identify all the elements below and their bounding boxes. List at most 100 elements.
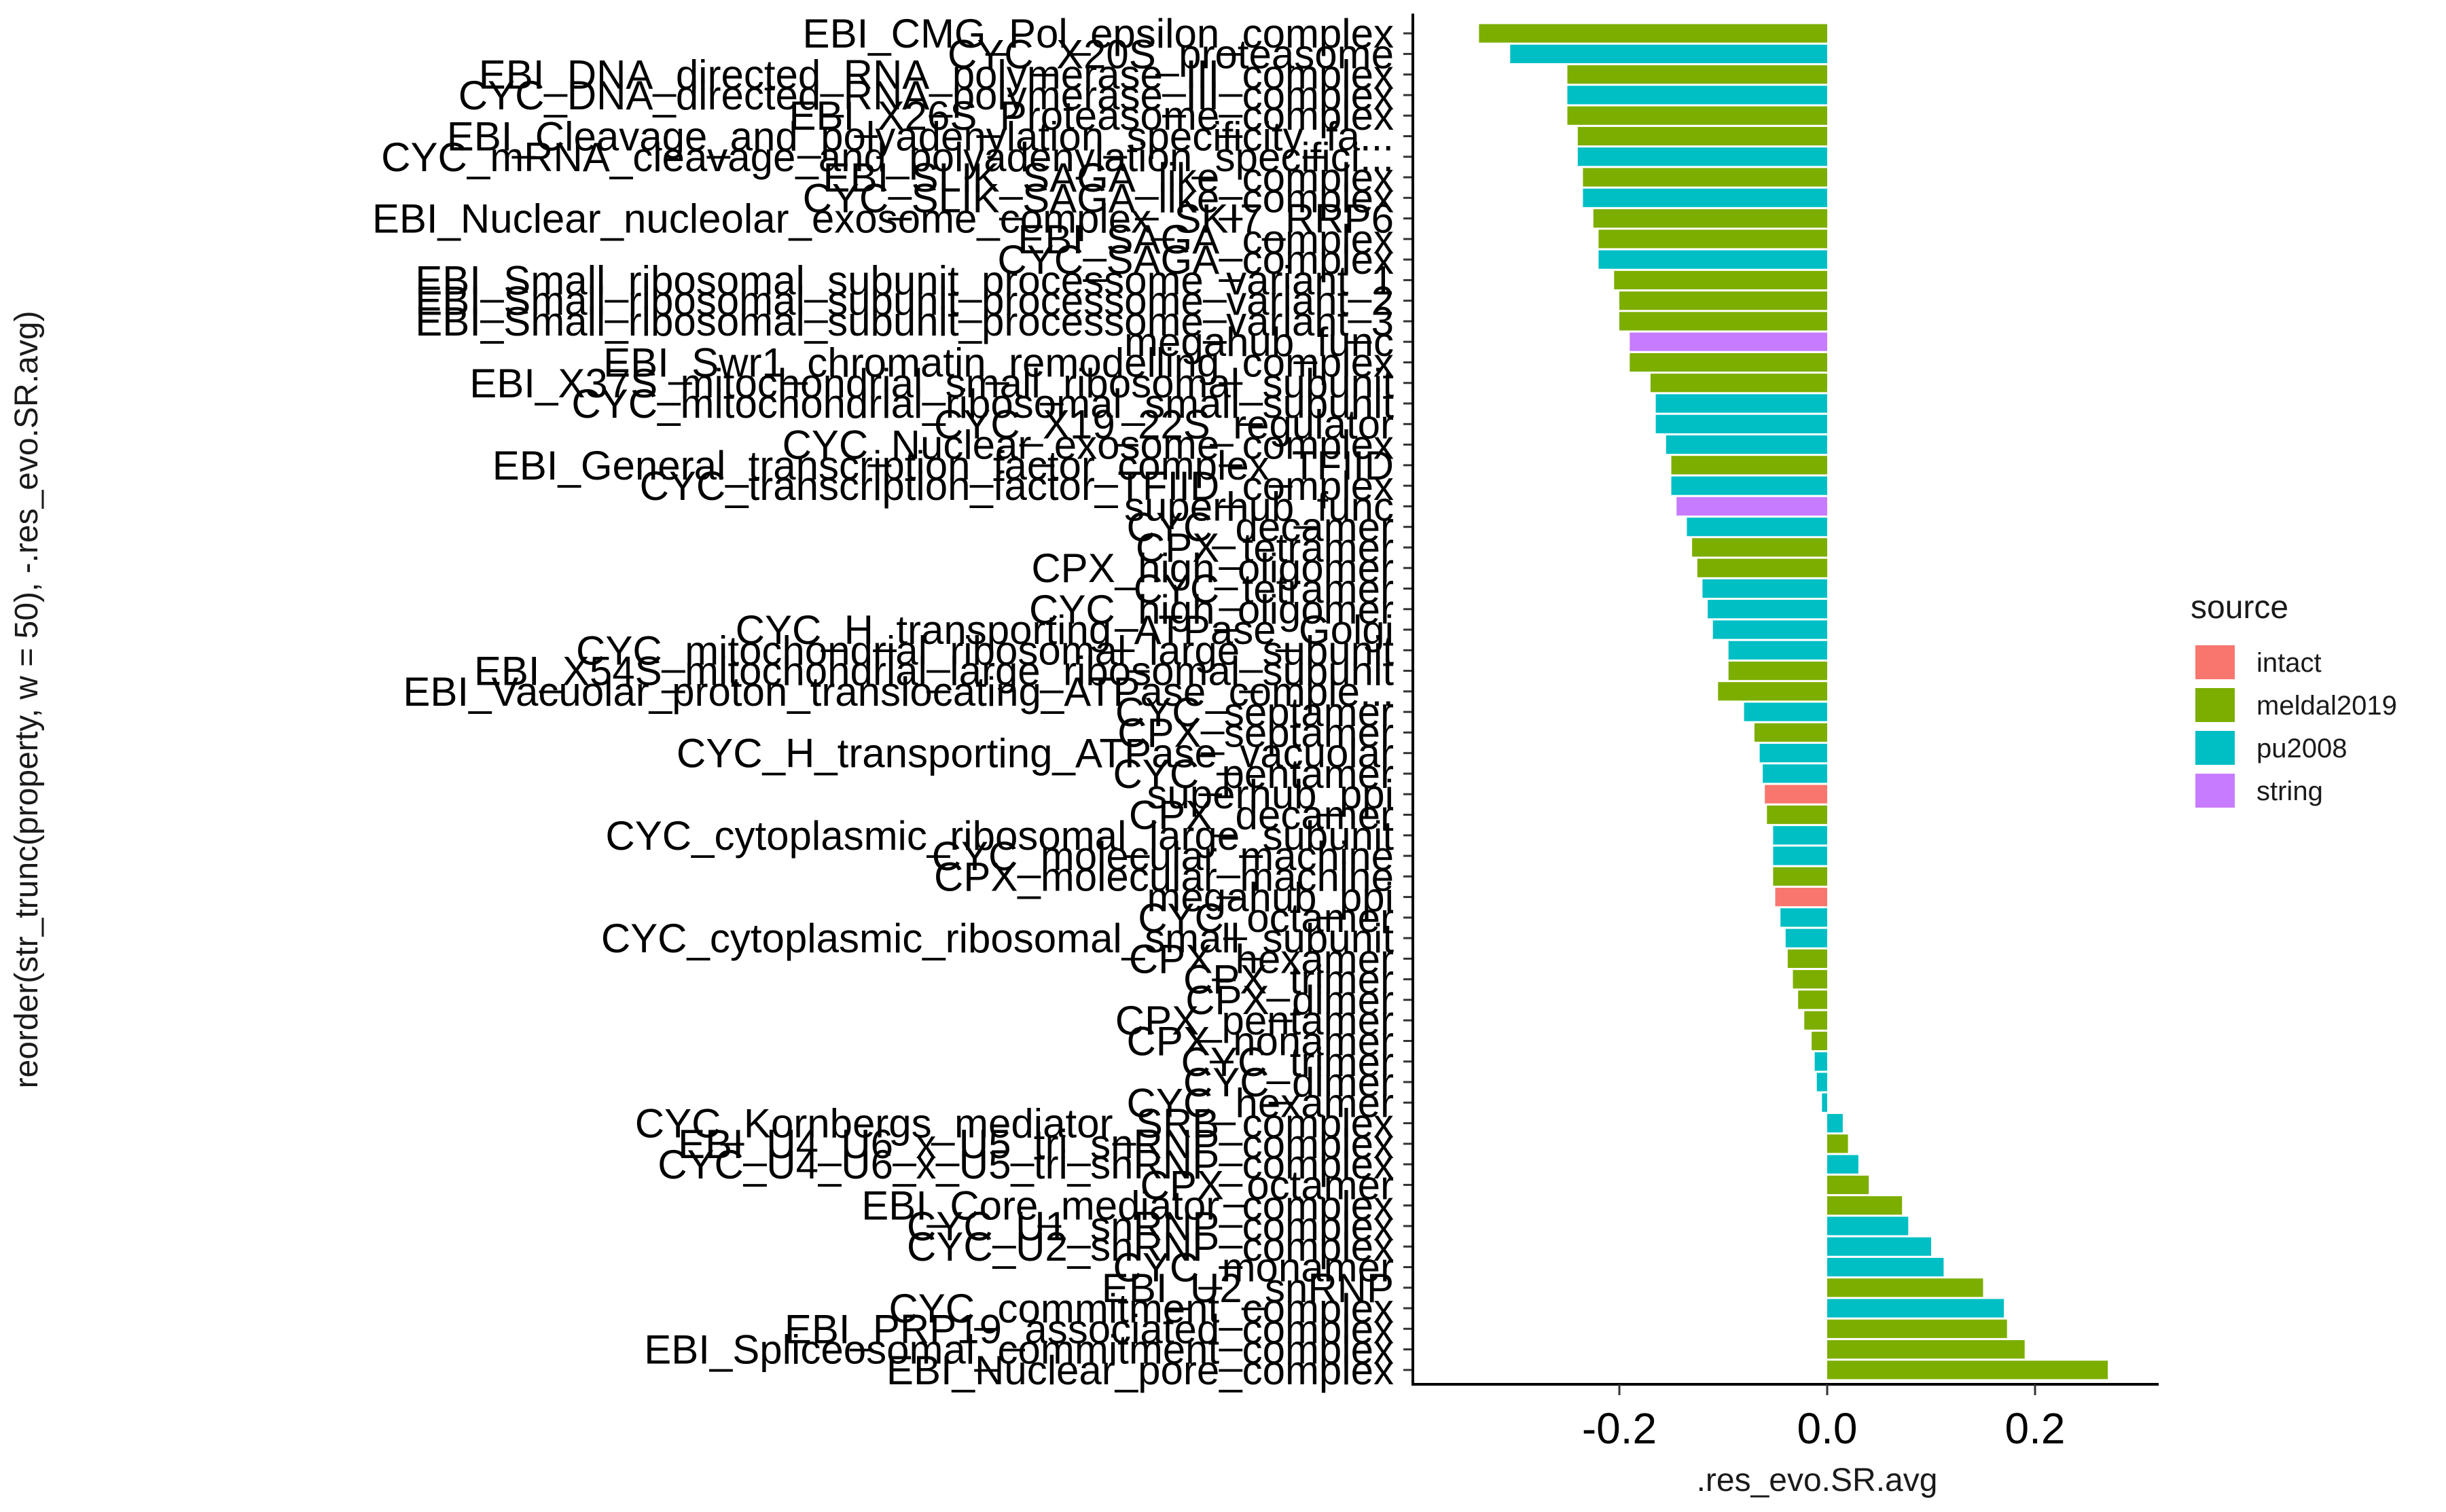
category-label: EBI_CMG_Pol_epsilon_complex bbox=[803, 11, 1394, 56]
x-axis-title: .res_evo.SR.avg bbox=[1697, 1462, 1938, 1498]
bar bbox=[1598, 230, 1827, 249]
bar bbox=[1765, 785, 1827, 804]
category-label: CYC_hexamer bbox=[1127, 1080, 1395, 1126]
category-label: CYC_cytoplasmic_ribosomal_small_subunit bbox=[601, 916, 1394, 961]
bar bbox=[1655, 414, 1827, 433]
bar bbox=[1692, 538, 1827, 557]
category-label: megahub_ppi bbox=[1147, 875, 1394, 920]
bar bbox=[1718, 682, 1827, 701]
category-label: CPX_octamer bbox=[1140, 1162, 1394, 1208]
category-label: CPX_pentamer bbox=[1115, 998, 1394, 1043]
category-label: CYC_commitment_complex bbox=[888, 1286, 1394, 1331]
category-label: CYC_H_transporting_ATPase_Golgi bbox=[736, 607, 1394, 653]
category-label: CPX_nonamer bbox=[1126, 1019, 1394, 1064]
bar-group bbox=[1479, 24, 2108, 1380]
category-label: CYC_monamer bbox=[1113, 1245, 1394, 1291]
category-label: CYC_octamer bbox=[1138, 895, 1394, 941]
category-label: EBI_Spliceosomal_commitment_complex bbox=[644, 1327, 1394, 1373]
bar bbox=[1780, 908, 1827, 927]
category-label: EBI_X37S_mitochondrial_small_ribosomal_s… bbox=[469, 361, 1394, 406]
category-label: CYC_decamer bbox=[1127, 505, 1395, 550]
category-label: megahub_func bbox=[1124, 319, 1394, 365]
category-label: EBI_Core_mediator_complex bbox=[861, 1183, 1394, 1229]
category-label: EBI_Cleavage_and_polyadenylation_specifi… bbox=[447, 114, 1394, 160]
bar bbox=[1827, 1175, 1869, 1194]
bar bbox=[1687, 518, 1827, 537]
category-label: CYC_septamer bbox=[1115, 689, 1394, 735]
category-label: EBI_U2_snRNP bbox=[1102, 1265, 1394, 1311]
category-label: CYC_molecular_machine bbox=[932, 833, 1394, 879]
legend-title: source bbox=[2191, 590, 2288, 626]
category-label: CPX_tetramer bbox=[1136, 525, 1394, 571]
category-label: CYC_transcription_factor_TFIID_complex bbox=[640, 463, 1394, 509]
bar bbox=[1827, 1319, 2007, 1338]
category-label: EBI_Nuclear_pore_complex bbox=[886, 1348, 1394, 1393]
legend-label: intact bbox=[2256, 648, 2322, 678]
bar bbox=[1759, 744, 1827, 763]
category-label: superhub_ppi bbox=[1147, 772, 1394, 817]
category-label: EBI_SAGA_complex bbox=[1018, 217, 1394, 262]
category-label: CPX_decamer bbox=[1129, 793, 1394, 838]
bar bbox=[1827, 1278, 1983, 1297]
bar bbox=[1619, 291, 1827, 310]
bar bbox=[1827, 1340, 2025, 1359]
category-label: EBI_Small_ribosomal_subunit_processome_v… bbox=[415, 278, 1394, 324]
category-label: CYC_U2_snRNP_complex bbox=[907, 1224, 1394, 1270]
bar bbox=[1785, 929, 1827, 948]
bar bbox=[1754, 723, 1827, 742]
bar bbox=[1567, 65, 1827, 84]
bar bbox=[1666, 435, 1827, 454]
bar bbox=[1583, 168, 1827, 187]
category-label: CYC_X20S_proteasome bbox=[948, 31, 1394, 77]
category-label: CYC_Kornbergs_mediator_SRB_complex bbox=[635, 1101, 1394, 1147]
bar bbox=[1827, 1196, 1903, 1215]
bar bbox=[1708, 600, 1827, 619]
bar bbox=[1827, 1134, 1848, 1153]
legend-key bbox=[2195, 731, 2235, 765]
category-label: CPX_trimer bbox=[1183, 957, 1394, 1003]
x-tick-label: 0.0 bbox=[1797, 1404, 1858, 1453]
category-label: CYC_H_transporting_ATPase_vacuolar bbox=[677, 731, 1394, 776]
bar bbox=[1827, 1217, 1909, 1236]
bar bbox=[1655, 394, 1827, 413]
bar bbox=[1744, 702, 1827, 721]
bar bbox=[1671, 476, 1827, 495]
category-label: CPX_high_oligomer bbox=[1031, 545, 1394, 591]
category-label: EBI_General_transcription_factor_complex… bbox=[492, 443, 1394, 488]
bar bbox=[1697, 558, 1828, 577]
bar bbox=[1816, 1073, 1827, 1092]
bar bbox=[1827, 1237, 1931, 1256]
bar bbox=[1827, 1361, 2108, 1380]
category-label: EBI_X54S_mitochondrial_large_ribosomal_s… bbox=[474, 649, 1394, 694]
category-label: CYC_DNA_directed_RNA_polymerase_III_comp… bbox=[458, 73, 1394, 118]
x-tick-label: -0.2 bbox=[1582, 1404, 1657, 1453]
bar bbox=[1702, 579, 1827, 598]
bar bbox=[1827, 1155, 1858, 1174]
bar bbox=[1798, 990, 1827, 1009]
bar bbox=[1577, 126, 1827, 146]
bar bbox=[1728, 641, 1827, 660]
legend-label: string bbox=[2256, 776, 2323, 806]
category-label: CYC_mitochondrial_ribosomal_small_subuni… bbox=[571, 381, 1394, 427]
category-label: CYC_dimer bbox=[1183, 1060, 1394, 1105]
category-label: EBI_X26S_Proteasome_complex bbox=[789, 93, 1394, 139]
category-label: CYC_cytoplasmic_ribosomal_large_subunit bbox=[605, 813, 1394, 859]
x-tick-label: 0.2 bbox=[2005, 1404, 2066, 1453]
bar bbox=[1812, 1031, 1827, 1051]
bar bbox=[1479, 24, 1827, 43]
category-label: superhub_func bbox=[1124, 484, 1394, 529]
category-label: EBI_Vacuolar_proton_translocating_ATPase… bbox=[403, 669, 1394, 715]
bar bbox=[1583, 188, 1827, 207]
category-label: CYC_tetramer bbox=[1134, 566, 1394, 612]
category-label: CPX_septamer bbox=[1117, 710, 1394, 755]
category-label: CYC_U1_snRNP_complex bbox=[907, 1204, 1394, 1249]
bar bbox=[1763, 764, 1827, 783]
bar bbox=[1510, 44, 1827, 63]
bar bbox=[1619, 312, 1827, 331]
category-label: EBI_DNA_directed_RNA_polymerase_III_comp… bbox=[479, 52, 1394, 98]
bar bbox=[1567, 106, 1827, 125]
bar bbox=[1827, 1114, 1843, 1133]
legend-key bbox=[2195, 688, 2235, 722]
